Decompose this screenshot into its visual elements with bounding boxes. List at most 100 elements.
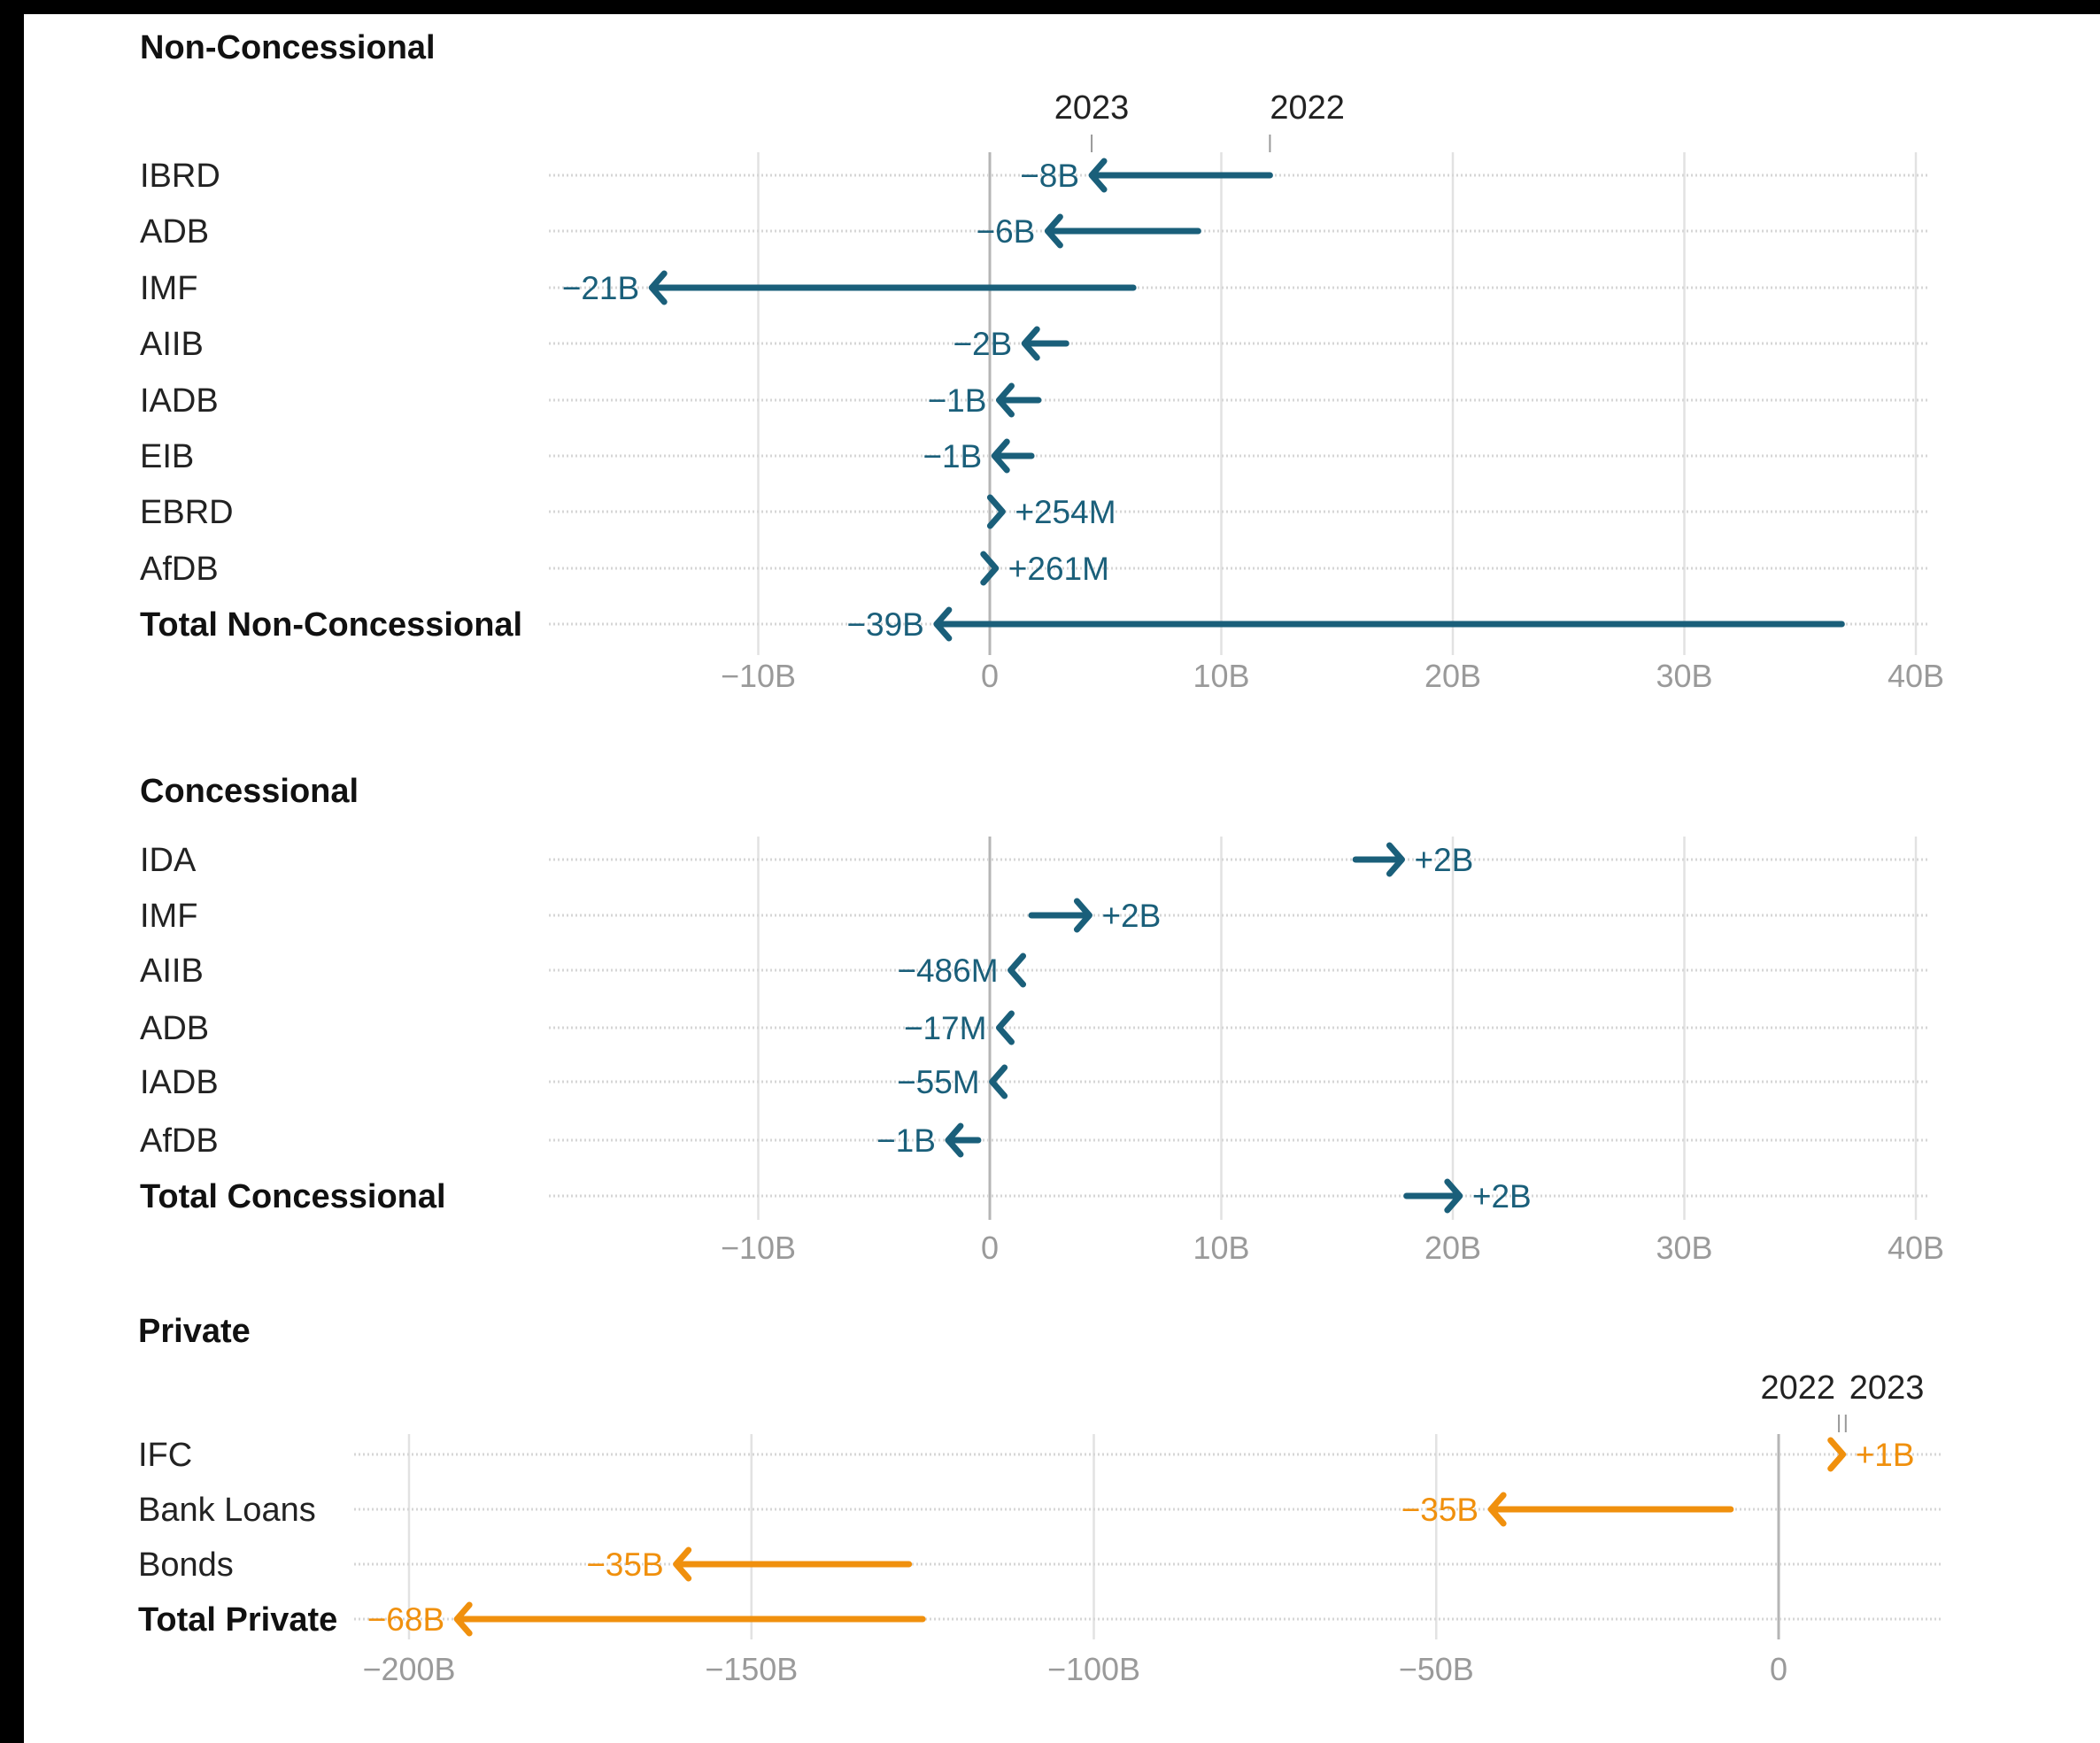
change-arrow	[991, 438, 1035, 474]
arrow-head	[995, 1010, 1015, 1045]
delta-label: +2B	[1472, 1178, 1532, 1215]
change-arrow	[1487, 1492, 1734, 1527]
delta-label: −1B	[923, 438, 982, 474]
arrow-head	[673, 1546, 692, 1582]
arrow-head	[1021, 326, 1040, 361]
year-label-end: 2023	[1849, 1369, 1925, 1407]
category-label: IADB	[140, 1064, 219, 1101]
category-label: AIIB	[140, 326, 204, 363]
category-label: Total Concessional	[140, 1178, 446, 1215]
category-label: EIB	[140, 438, 194, 475]
category-label: IFC	[138, 1437, 192, 1474]
arrow-head	[1088, 158, 1108, 193]
change-arrow	[980, 551, 1000, 586]
tick-label: 20B	[1424, 1230, 1481, 1266]
change-arrow	[986, 494, 1006, 529]
year-label-end: 2023	[1054, 89, 1130, 127]
change-arrow	[1044, 213, 1201, 249]
arrow-head	[1444, 1178, 1463, 1214]
category-label: IBRD	[140, 158, 220, 195]
category-label: Total Non-Concessional	[140, 606, 522, 644]
tick-label: −50B	[1399, 1651, 1474, 1687]
year-label-start: 2022	[1761, 1369, 1836, 1407]
panel-title: Non-Concessional	[140, 29, 436, 66]
tick-label: 30B	[1656, 1230, 1712, 1266]
tick-label: 30B	[1656, 658, 1712, 694]
delta-label: −35B	[586, 1546, 663, 1583]
panel-title: Private	[138, 1313, 251, 1350]
delta-label: −39B	[846, 606, 923, 643]
tick-label: −10B	[721, 658, 796, 694]
tick-label: −10B	[721, 1230, 796, 1266]
arrow-head	[991, 438, 1010, 474]
arrow-head	[648, 270, 668, 305]
change-arrow	[945, 1122, 982, 1158]
category-label: IADB	[140, 382, 219, 420]
delta-label: −1B	[876, 1122, 936, 1159]
delta-label: −55M	[897, 1064, 980, 1100]
category-label: Bank Loans	[138, 1492, 316, 1529]
delta-label: −1B	[928, 382, 987, 419]
category-label: AfDB	[140, 551, 219, 588]
delta-label: +2B	[1414, 842, 1473, 878]
tick-label: −100B	[1047, 1651, 1140, 1687]
change-arrow	[1008, 952, 1027, 988]
delta-label: −17M	[904, 1010, 987, 1046]
change-arrow	[1352, 842, 1405, 877]
arrow-head	[986, 494, 1006, 529]
category-label: ADB	[140, 1010, 209, 1047]
change-arrow	[995, 382, 1042, 418]
delta-label: −486M	[897, 952, 998, 989]
delta-label: −2B	[953, 326, 1012, 362]
tick-label: −150B	[705, 1651, 798, 1687]
tick-label: 40B	[1888, 658, 1944, 694]
category-label: ADB	[140, 213, 209, 251]
arrow-head	[1073, 898, 1092, 933]
delta-label: +2B	[1101, 898, 1161, 934]
change-arrow	[933, 606, 1845, 642]
change-arrow	[1021, 326, 1069, 361]
delta-label: −8B	[1020, 158, 1079, 194]
tick-label: 0	[981, 1230, 999, 1266]
panel-title: Concessional	[140, 773, 359, 810]
change-arrow	[995, 1010, 1015, 1045]
category-label: Bonds	[138, 1546, 234, 1584]
arrow-head	[1044, 213, 1063, 249]
arrow-head	[933, 606, 953, 642]
arrow-head	[453, 1601, 473, 1637]
arrow-head	[1827, 1437, 1847, 1472]
delta-label: −35B	[1401, 1492, 1478, 1528]
arrow-head	[980, 551, 1000, 586]
arrow-head	[945, 1122, 964, 1158]
change-arrow	[1827, 1437, 1847, 1472]
category-label: IMF	[140, 270, 197, 307]
change-arrow	[1088, 158, 1273, 193]
category-label: EBRD	[140, 494, 234, 531]
change-arrow	[989, 1064, 1008, 1099]
change-arrow	[1403, 1178, 1463, 1214]
delta-label: −21B	[562, 270, 639, 306]
tick-label: 20B	[1424, 658, 1481, 694]
category-label: IMF	[140, 898, 197, 935]
tick-label: 0	[981, 658, 999, 694]
delta-label: +254M	[1015, 494, 1116, 530]
arrow-head	[1487, 1492, 1507, 1527]
tick-label: 10B	[1193, 658, 1249, 694]
arrow-head	[1008, 952, 1027, 988]
change-arrow	[453, 1601, 926, 1637]
delta-label: +1B	[1856, 1437, 1915, 1473]
arrow-head	[1386, 842, 1405, 877]
arrow-head	[995, 382, 1015, 418]
tick-label: −200B	[362, 1651, 455, 1687]
change-arrow	[673, 1546, 913, 1582]
category-label: AfDB	[140, 1122, 219, 1160]
change-arrow	[648, 270, 1137, 305]
delta-label: −68B	[367, 1601, 444, 1638]
arrow-head	[989, 1064, 1008, 1099]
tick-label: 10B	[1193, 1230, 1249, 1266]
tick-label: 40B	[1888, 1230, 1944, 1266]
delta-label: +261M	[1008, 551, 1109, 587]
delta-label: −6B	[977, 213, 1036, 250]
